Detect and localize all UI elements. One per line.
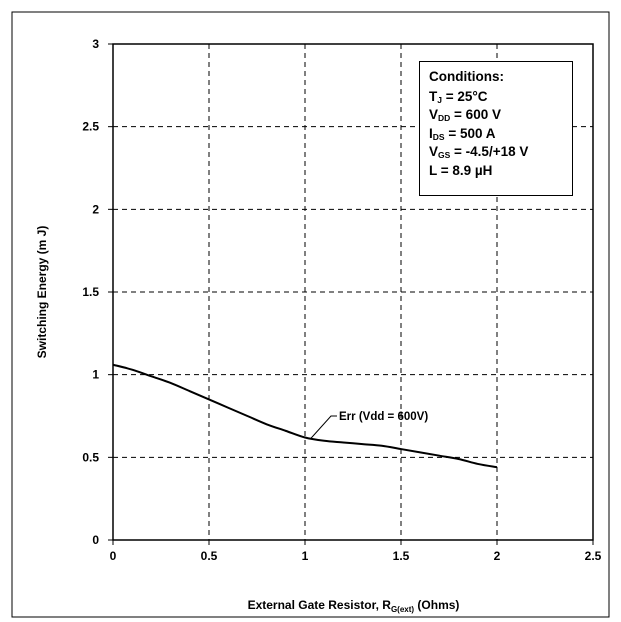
x-tick-label: 1.5 [393, 549, 410, 563]
y-tick-label: 3 [92, 37, 99, 51]
axis-ticks [108, 43, 594, 545]
condition-subscript: DD [438, 113, 451, 123]
y-tick-label: 2.5 [82, 120, 99, 134]
condition-line: VDD = 600 V [429, 106, 563, 125]
y-axis-label: Switching Energy (m J) [35, 226, 49, 359]
x-tick-label: 2 [494, 549, 501, 563]
y-tick-label: 1 [92, 368, 99, 382]
condition-subscript: J [437, 94, 442, 105]
series-annotation-label: Err (Vdd = 600V) [339, 411, 428, 423]
series-line [112, 363, 498, 469]
condition-symbol: L = 8.9 µH [429, 162, 493, 178]
y-tick-label: 0 [92, 533, 99, 547]
tick-labels: 0 0.5 1 1.5 2 2.5 0 0.5 1 1.5 2 2.5 3 [82, 37, 601, 563]
condition-line: VGS = -4.5/+18 V [429, 143, 563, 162]
condition-value: = 25°C [441, 88, 488, 104]
y-tick-label: 2 [92, 202, 99, 216]
condition-symbol: I [429, 125, 433, 141]
condition-subscript: GS [438, 150, 451, 160]
condition-value: = -4.5/+18 V [450, 144, 529, 159]
outer-frame [11, 11, 610, 618]
x-axis-label: External Gate Resistor, RG(ext) (Ohms) [112, 598, 595, 614]
x-axis-label-unit: (Ohms) [414, 598, 460, 612]
x-axis-label-subscript: G(ext) [390, 605, 415, 614]
series-layer: Err (Vdd = 600V) [112, 363, 498, 469]
conditions-title: Conditions: [429, 69, 504, 84]
condition-symbol: V [429, 107, 439, 122]
condition-line: L = 8.9 µH [429, 162, 563, 181]
condition-subscript: DS [432, 131, 445, 142]
condition-line: IDS = 500 A [429, 125, 563, 144]
condition-value: = 600 V [450, 107, 501, 122]
conditions-box: Conditions: TJ = 25°C VDD = 600 V IDS = … [419, 61, 573, 196]
x-axis-label-main: External Gate Resistor, R [247, 598, 391, 612]
y-tick-label: 0.5 [82, 450, 99, 464]
x-tick-label: 0.5 [201, 549, 218, 563]
x-tick-label: 1 [302, 549, 309, 563]
condition-value: = 500 A [444, 125, 496, 141]
y-tick-label: 1.5 [82, 285, 99, 299]
condition-line: TJ = 25°C [429, 88, 563, 107]
condition-symbol: V [429, 144, 439, 159]
x-tick-label: 2.5 [585, 549, 602, 563]
x-tick-label: 0 [110, 549, 117, 563]
annotation-leader-line [310, 415, 337, 439]
condition-symbol: T [429, 88, 438, 104]
